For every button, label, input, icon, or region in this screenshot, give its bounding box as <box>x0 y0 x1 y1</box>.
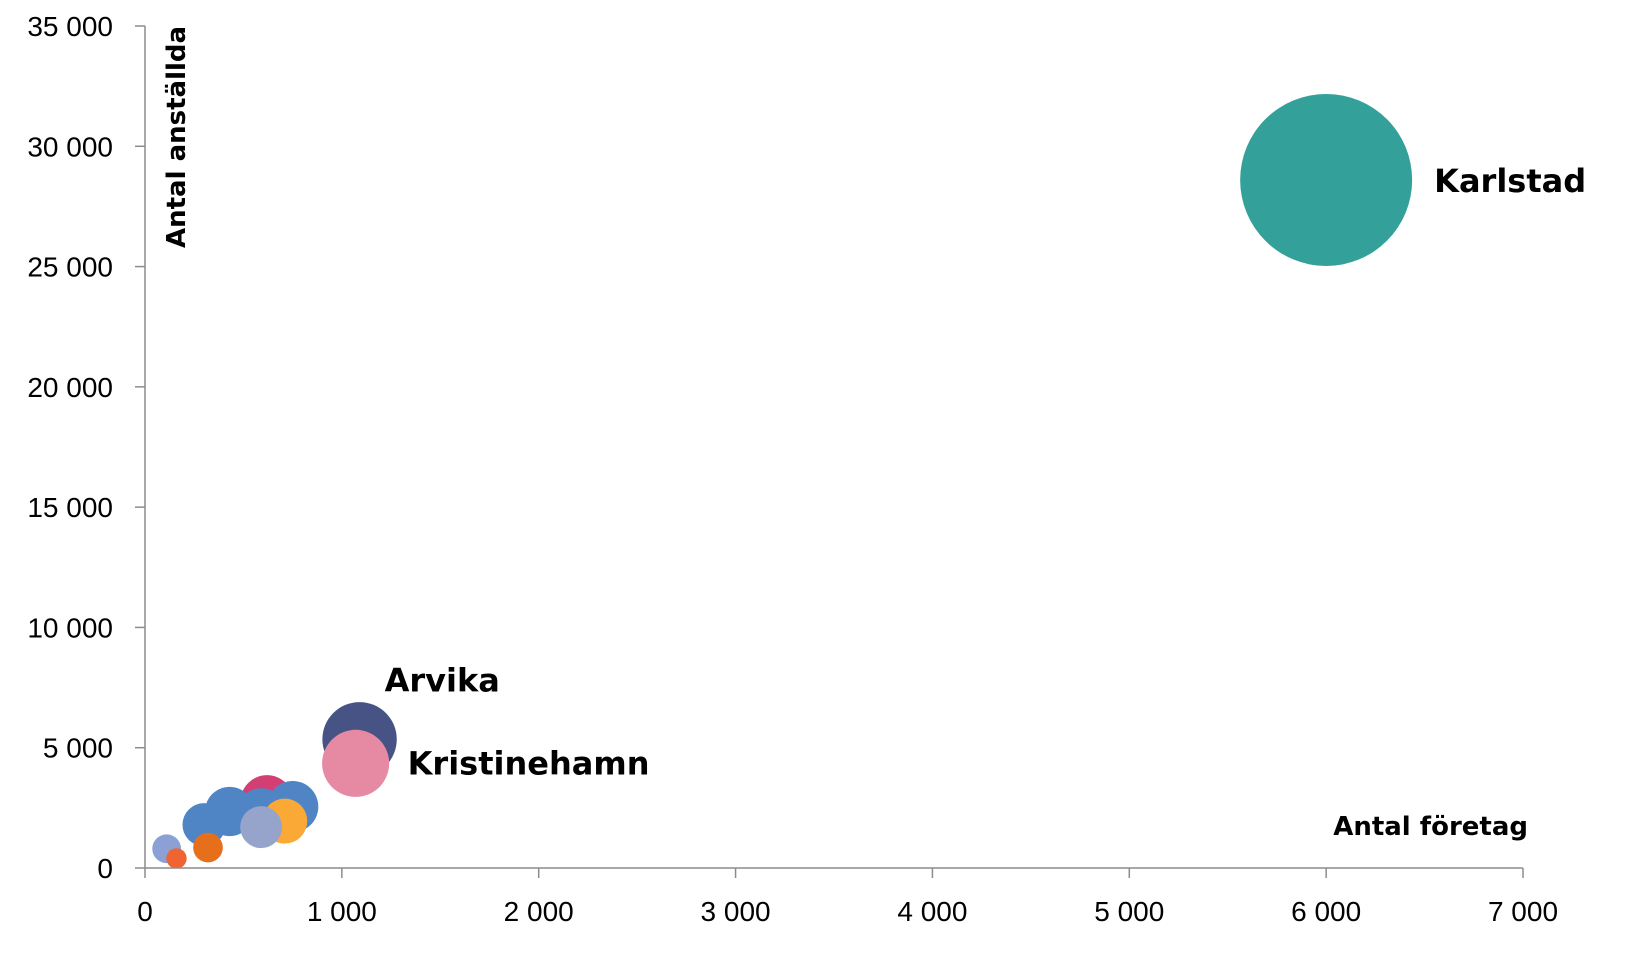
bubble-kristinehamn <box>322 729 390 797</box>
y-tick-label: 0 <box>97 853 113 884</box>
y-tick-label: 35 000 <box>27 11 113 42</box>
x-tick-label: 6 000 <box>1291 896 1361 927</box>
x-tick-label: 4 000 <box>897 896 967 927</box>
bubble-karlstad <box>1240 93 1413 266</box>
bubble-label-karlstad: Karlstad <box>1434 162 1586 200</box>
x-tick-label: 3 000 <box>701 896 771 927</box>
y-tick-label: 20 000 <box>27 372 113 403</box>
bubble-10 <box>193 832 223 863</box>
x-tick-label: 7 000 <box>1488 896 1558 927</box>
y-tick-label: 10 000 <box>27 612 113 643</box>
x-tick-label: 2 000 <box>504 896 574 927</box>
x-axis-title: Antal företag <box>1333 812 1528 842</box>
bubble-label-arvika: Arvika <box>385 661 500 699</box>
axes-layer: 0 5 000 10 000 15 000 20 000 25 000 30 000 35 0… <box>27 11 1558 927</box>
x-tick-label: 0 <box>137 896 153 927</box>
bubble-12 <box>166 848 187 869</box>
x-tick-label: 1 000 <box>307 896 377 927</box>
bubble-label-kristinehamn: Kristinehamn <box>408 744 650 782</box>
y-tick-label: 30 000 <box>27 131 113 162</box>
bubble-labels-layer: Karlstad Arvika Kristinehamn <box>385 162 1587 782</box>
x-tick-label: 5 000 <box>1094 896 1164 927</box>
y-tick-label: 5 000 <box>43 733 113 764</box>
y-tick-label: 25 000 <box>27 252 113 283</box>
y-axis-title: Antal anställda <box>162 26 192 248</box>
bubbles-layer <box>152 93 1413 869</box>
y-tick-label: 15 000 <box>27 492 113 523</box>
bubble-9 <box>240 806 283 849</box>
